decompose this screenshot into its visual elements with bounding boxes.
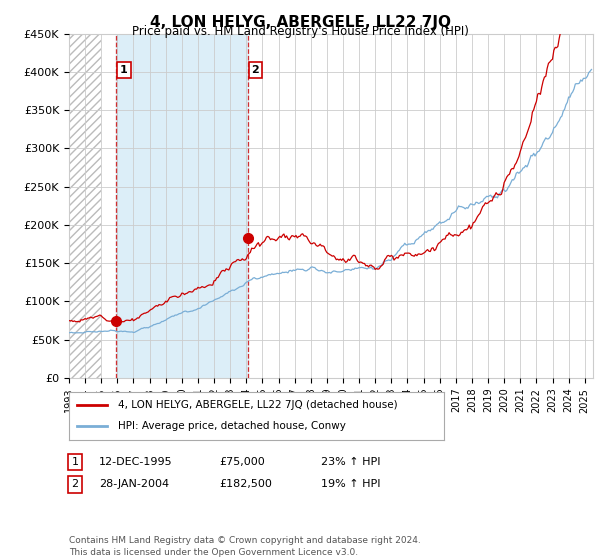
Text: 4, LON HELYG, ABERGELE, LL22 7JQ (detached house): 4, LON HELYG, ABERGELE, LL22 7JQ (detach… xyxy=(118,400,397,410)
Text: Price paid vs. HM Land Registry's House Price Index (HPI): Price paid vs. HM Land Registry's House … xyxy=(131,25,469,38)
Text: 2: 2 xyxy=(251,65,259,75)
Text: 23% ↑ HPI: 23% ↑ HPI xyxy=(321,457,380,467)
Text: 4, LON HELYG, ABERGELE, LL22 7JQ: 4, LON HELYG, ABERGELE, LL22 7JQ xyxy=(149,15,451,30)
Bar xyxy=(116,34,248,378)
Text: 12-DEC-1995: 12-DEC-1995 xyxy=(99,457,173,467)
Text: 2: 2 xyxy=(71,479,79,489)
Text: Contains HM Land Registry data © Crown copyright and database right 2024.
This d: Contains HM Land Registry data © Crown c… xyxy=(69,536,421,557)
Text: £182,500: £182,500 xyxy=(219,479,272,489)
Text: £75,000: £75,000 xyxy=(219,457,265,467)
Text: 1: 1 xyxy=(120,65,128,75)
Text: 19% ↑ HPI: 19% ↑ HPI xyxy=(321,479,380,489)
Text: 1: 1 xyxy=(71,457,79,467)
Text: HPI: Average price, detached house, Conwy: HPI: Average price, detached house, Conw… xyxy=(118,421,346,431)
Text: 28-JAN-2004: 28-JAN-2004 xyxy=(99,479,169,489)
Bar xyxy=(69,34,101,378)
